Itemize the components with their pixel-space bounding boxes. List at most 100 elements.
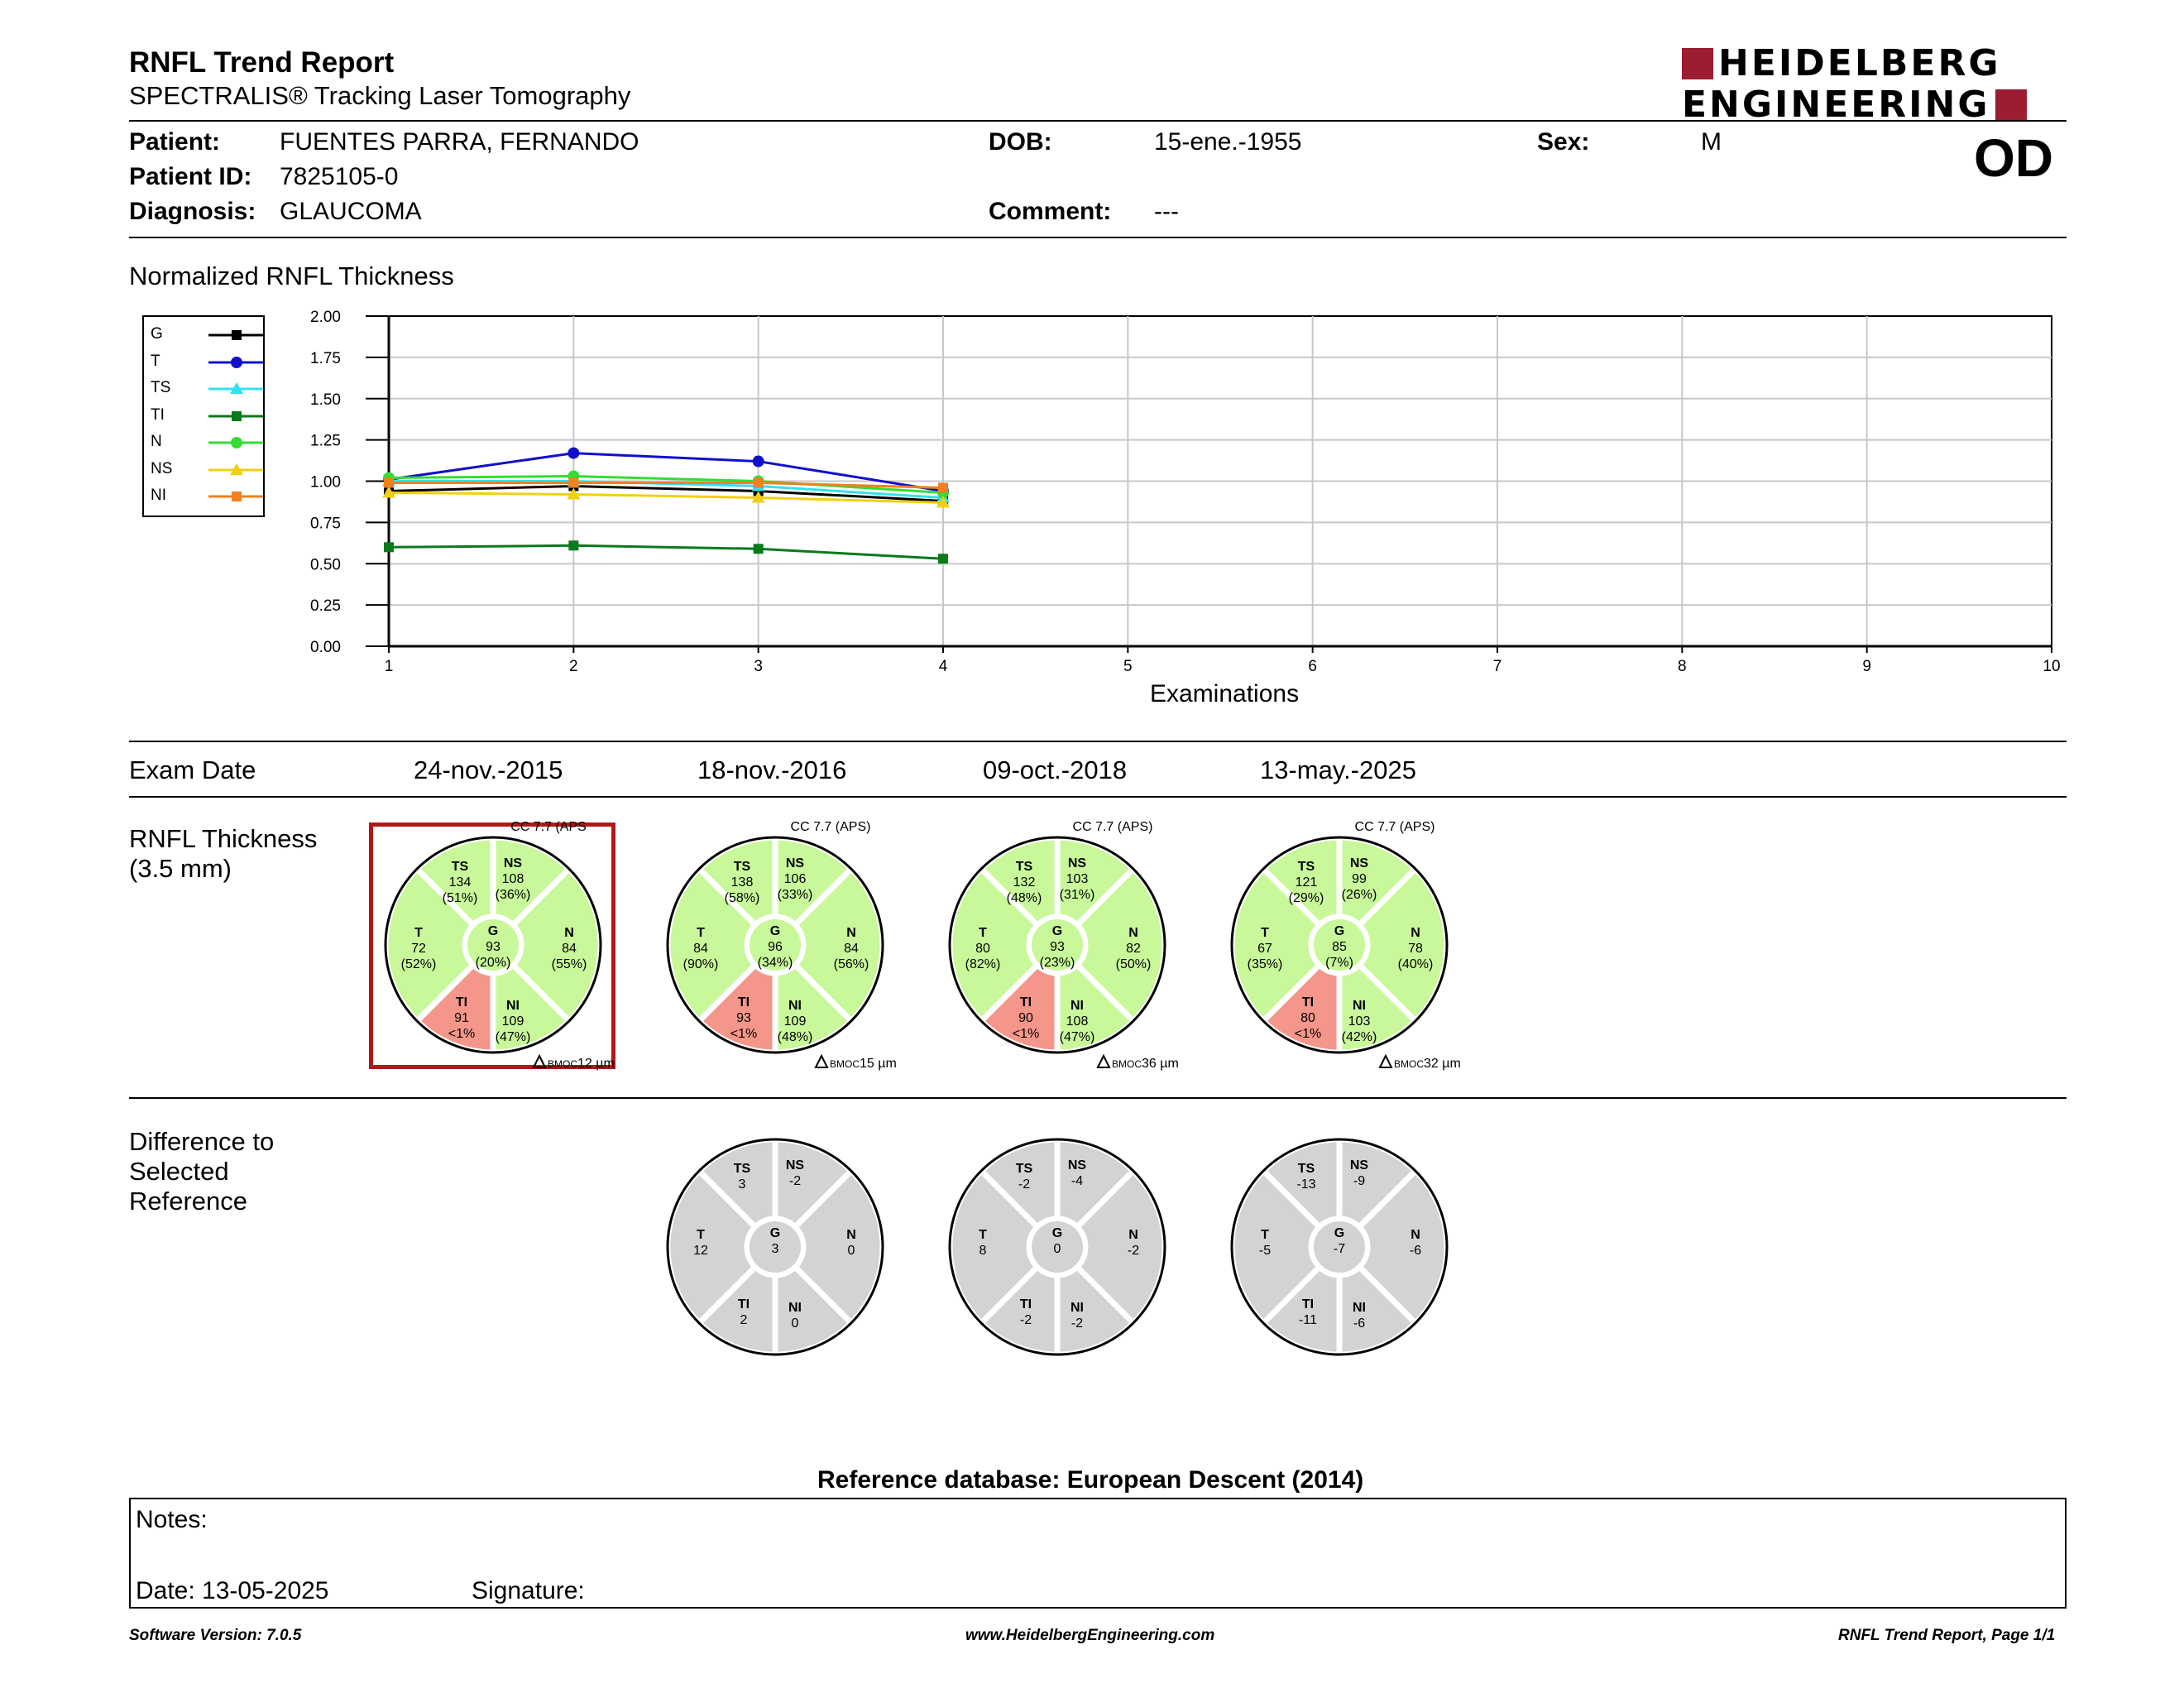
rnfl-thickness-label: RNFL Thickness (129, 824, 318, 853)
legend-label: G (151, 325, 163, 343)
sector-percent-n: (40%) (1398, 957, 1434, 971)
sector-label-ni: NI (1353, 999, 1366, 1013)
sector-outline (948, 836, 1166, 1054)
y-tick-label: 0.25 (310, 597, 341, 615)
sector-value-ti: 2 (740, 1313, 748, 1327)
sector-g (467, 919, 519, 971)
legend-item-g: G (151, 322, 263, 348)
sector-label-g: G (1052, 1226, 1062, 1240)
chart-section-title: Normalized RNFL Thickness (129, 261, 454, 290)
legend-item-n: N (151, 429, 263, 456)
sector-label-ti: TI (738, 1297, 750, 1312)
sector-label-ns: NS (786, 1158, 805, 1172)
logo-line1: HEIDELBERG (1718, 42, 2001, 84)
legend-swatch (208, 382, 263, 394)
sector-value-n: 82 (1126, 942, 1141, 956)
sector-value-n: 78 (1408, 942, 1423, 956)
sector-outline (948, 1138, 1166, 1356)
x-tick-label: 2 (569, 658, 578, 675)
sector-label-t: T (979, 1228, 987, 1242)
legend-swatch (208, 330, 263, 340)
rnfl-thickness-sub: (3.5 mm) (129, 854, 232, 883)
cc-label: CC 7.7 (APS) (1355, 820, 1435, 834)
sector-value-g: 0 (1054, 1242, 1061, 1256)
sector-value-ti: 80 (1300, 1011, 1315, 1025)
sector-value-t: 8 (979, 1244, 987, 1258)
sector-percent-ns: (36%) (496, 888, 531, 902)
sector-label-t: T (697, 1228, 705, 1242)
sector-value-ni: 109 (784, 1014, 807, 1029)
sector-value-ni: -6 (1353, 1316, 1365, 1331)
notes-label: Notes: (136, 1506, 208, 1533)
bmo-prefix: BMOC (1112, 1058, 1142, 1070)
difference-plot-3 (946, 1136, 1168, 1358)
sector-value-n: -2 (1128, 1244, 1139, 1258)
sector-label-n: N (1410, 1228, 1420, 1242)
data-point-ns (567, 487, 581, 500)
logo-square-icon (1682, 48, 1713, 79)
sector-label-g: G (1334, 1226, 1344, 1240)
sector-label-g: G (770, 924, 780, 938)
sector-percent-ns: (31%) (1060, 888, 1095, 902)
sector-percent-ts: (58%) (725, 891, 760, 905)
sector-percent-n: (56%) (834, 957, 869, 971)
dob-value: 15-ene.-1955 (1154, 128, 1302, 156)
bmo-value: 15 µm (860, 1057, 897, 1071)
sector-label-ns: NS (786, 856, 805, 870)
patient-id-value: 7825105-0 (280, 163, 399, 190)
sector-value-ts: 3 (739, 1177, 746, 1192)
sector-label-ni: NI (788, 999, 802, 1013)
sector-percent-ni: (48%) (778, 1030, 813, 1044)
sector-outline (384, 836, 602, 1054)
sector-value-ni: 103 (1348, 1014, 1371, 1029)
legend-label: NS (151, 459, 173, 477)
y-tick-label: 1.25 (310, 433, 341, 450)
selected-reference-frame (369, 822, 615, 1069)
sector-label-ni: NI (1353, 1301, 1366, 1315)
series-line-ti (388, 544, 944, 560)
series-line-t (388, 452, 944, 492)
data-point-ni (938, 482, 948, 493)
sector-value-ns: 103 (1066, 872, 1089, 886)
legend-marker (232, 492, 242, 501)
series-line-ni (389, 481, 944, 489)
sector-value-ts: -2 (1018, 1177, 1030, 1192)
software-version: Software Version: 7.0.5 (129, 1627, 302, 1644)
legend-label: T (151, 352, 160, 370)
series-line-n (388, 475, 944, 494)
sector-percent-ts: (29%) (1289, 891, 1324, 905)
sector-g (750, 1221, 801, 1273)
x-tick-label: 8 (1678, 658, 1687, 675)
delta-icon (1096, 1053, 1111, 1068)
sector-value-t: -5 (1259, 1244, 1271, 1258)
sector-value-g: 93 (1050, 940, 1065, 954)
sector-percent-n: (50%) (1116, 957, 1152, 971)
data-point-ns (936, 496, 950, 508)
sector-value-ts: 134 (449, 875, 472, 890)
logo-line2: ENGINEERING (1682, 84, 1990, 126)
comment-value: --- (1154, 198, 1179, 225)
sector-value-ns: 108 (502, 872, 524, 886)
sector-value-ti: 91 (454, 1011, 469, 1025)
bmo-prefix: BMOC (548, 1058, 577, 1070)
series-line-g (388, 484, 944, 502)
sector-label-g: G (1334, 924, 1344, 938)
sector-value-ti: -11 (1299, 1313, 1317, 1327)
y-tick-label: 0.00 (310, 639, 341, 656)
y-tick-label: 1.00 (310, 474, 341, 492)
sector-label-ti: TI (1302, 995, 1314, 1009)
thickness-plot-1 (382, 834, 604, 1056)
sector-value-t: 12 (693, 1244, 708, 1258)
sector-value-ni: 108 (1066, 1014, 1089, 1029)
x-tick-label: 10 (2043, 658, 2060, 675)
difference-label-1: Difference to (129, 1127, 275, 1156)
sector-value-t: 67 (1257, 942, 1272, 956)
cc-label: CC 7.7 (APS) (791, 820, 871, 834)
sector-value-g: 85 (1332, 940, 1347, 954)
y-tick-label: 0.75 (310, 515, 341, 532)
website-link[interactable]: www.HeidelbergEngineering.com (965, 1627, 1215, 1644)
sector-value-ns: -4 (1071, 1174, 1083, 1188)
sector-percent-ns: (33%) (778, 888, 813, 902)
sector-label-n: N (846, 1228, 856, 1242)
legend-swatch (208, 463, 263, 475)
